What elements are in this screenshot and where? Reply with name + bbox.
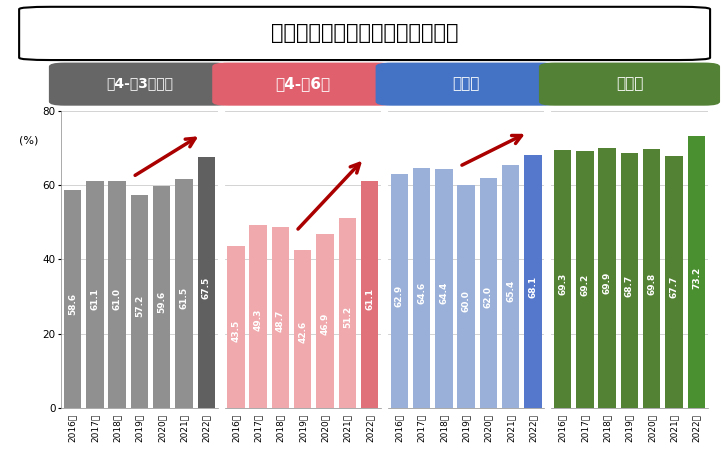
- Bar: [339, 218, 356, 408]
- Bar: [413, 168, 430, 408]
- Bar: [271, 227, 290, 408]
- Bar: [621, 153, 638, 408]
- Bar: [131, 195, 148, 408]
- FancyBboxPatch shape: [375, 63, 557, 106]
- Text: 小4-高3生全体: 小4-高3生全体: [106, 77, 173, 90]
- Text: 69.3: 69.3: [558, 273, 567, 296]
- Text: 69.2: 69.2: [580, 273, 589, 296]
- Text: 上手な勉強のしかたがわからない: 上手な勉強のしかたがわからない: [271, 24, 458, 43]
- Bar: [153, 186, 170, 408]
- Bar: [361, 181, 378, 408]
- Bar: [599, 148, 616, 408]
- Text: 51.2: 51.2: [343, 306, 352, 328]
- Bar: [250, 225, 267, 408]
- Text: 62.0: 62.0: [484, 286, 493, 308]
- Bar: [108, 181, 126, 408]
- Text: 68.7: 68.7: [625, 274, 634, 296]
- Bar: [316, 234, 334, 408]
- Bar: [688, 136, 705, 408]
- Bar: [175, 179, 193, 408]
- Bar: [502, 165, 519, 408]
- Text: 57.2: 57.2: [135, 295, 144, 317]
- Text: 59.6: 59.6: [157, 290, 166, 313]
- Text: 42.6: 42.6: [298, 321, 308, 343]
- Text: 高校生: 高校生: [616, 76, 643, 91]
- Text: 69.8: 69.8: [648, 272, 656, 295]
- Bar: [435, 169, 453, 408]
- Text: 65.4: 65.4: [506, 280, 516, 302]
- Text: 73.2: 73.2: [692, 266, 701, 289]
- Bar: [554, 150, 571, 408]
- Bar: [227, 246, 245, 408]
- Text: 69.9: 69.9: [603, 272, 612, 295]
- FancyBboxPatch shape: [212, 63, 393, 106]
- Text: 43.5: 43.5: [231, 319, 240, 342]
- Text: 46.9: 46.9: [321, 313, 330, 336]
- Bar: [198, 157, 215, 408]
- Text: 64.4: 64.4: [439, 282, 448, 304]
- Text: 64.6: 64.6: [417, 282, 426, 304]
- Text: 49.3: 49.3: [253, 309, 263, 331]
- Text: 中学生: 中学生: [453, 76, 480, 91]
- Text: 61.1: 61.1: [365, 288, 374, 310]
- Text: 小4-小6生: 小4-小6生: [275, 76, 331, 91]
- Bar: [86, 181, 103, 408]
- Text: 62.9: 62.9: [395, 284, 404, 307]
- Text: 61.5: 61.5: [180, 287, 188, 309]
- Text: 68.1: 68.1: [529, 275, 538, 297]
- Bar: [643, 148, 661, 408]
- Text: (%): (%): [19, 136, 38, 145]
- Bar: [391, 174, 408, 408]
- Bar: [294, 250, 311, 408]
- Bar: [458, 185, 475, 408]
- Bar: [576, 151, 593, 408]
- FancyBboxPatch shape: [49, 63, 230, 106]
- Text: 61.1: 61.1: [90, 288, 100, 310]
- Bar: [524, 155, 542, 408]
- FancyBboxPatch shape: [539, 63, 720, 106]
- Bar: [64, 190, 81, 408]
- Text: 48.7: 48.7: [276, 310, 285, 332]
- Text: 67.7: 67.7: [669, 276, 679, 298]
- FancyBboxPatch shape: [19, 7, 710, 60]
- Text: 58.6: 58.6: [68, 292, 77, 314]
- Text: 67.5: 67.5: [202, 277, 211, 299]
- Text: 61.0: 61.0: [113, 288, 121, 310]
- Text: 60.0: 60.0: [461, 290, 471, 312]
- Bar: [666, 156, 683, 408]
- Bar: [479, 177, 497, 408]
